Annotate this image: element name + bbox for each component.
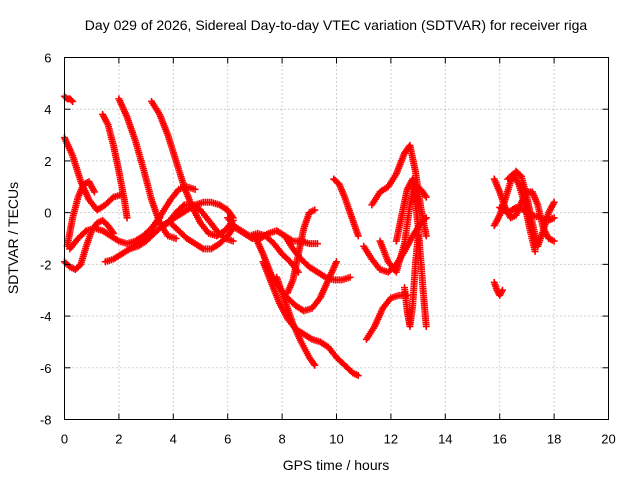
y-tick-label: -2 (40, 257, 52, 272)
data-point (531, 247, 539, 255)
data-point (550, 198, 558, 206)
data-point (498, 286, 506, 294)
y-tick-label: 0 (44, 206, 51, 221)
series-arc-03 (61, 216, 117, 274)
data-point (422, 232, 430, 240)
data-point (414, 232, 422, 240)
chart-title: Day 029 of 2026, Sidereal Day-to-day VTE… (85, 17, 588, 33)
y-tick-label: 2 (44, 154, 51, 169)
x-tick-label: 16 (492, 432, 506, 447)
data-point (422, 322, 430, 330)
series-arc-17 (273, 273, 319, 369)
x-tick-label: 4 (170, 432, 177, 447)
series-arc-23 (368, 141, 430, 240)
series-arc-27 (490, 278, 506, 299)
series-arc-08 (148, 97, 237, 240)
axes: 0 2 4 6 8 10 12 14 16 18 20 -8 -6 -4 -2 0 2 4 6 (40, 51, 616, 447)
data-point (346, 273, 354, 281)
data-point (179, 202, 187, 210)
data-point (90, 188, 98, 196)
y-tick-label: 6 (44, 51, 51, 66)
y-tick-label: -6 (40, 361, 52, 376)
data-point (422, 193, 430, 201)
data-point (172, 235, 180, 242)
series-arc-31 (504, 170, 539, 255)
data-point (354, 372, 362, 380)
data-marks (61, 92, 558, 380)
data-point (550, 237, 558, 245)
series-arc-26 (401, 232, 422, 330)
x-tick-label: 20 (601, 432, 615, 447)
data-point (313, 240, 321, 248)
series-arc-19 (284, 206, 319, 297)
x-tick-label: 8 (278, 432, 285, 447)
y-axis-label: SDTVAR / TECUs (5, 182, 21, 294)
x-tick-label: 18 (547, 432, 561, 447)
x-tick-label: 14 (438, 432, 452, 447)
data-point (333, 258, 340, 266)
data-point (229, 237, 237, 245)
data-point (311, 206, 319, 214)
series-arc-02 (61, 92, 77, 105)
x-tick-label: 0 (61, 432, 68, 447)
data-point (550, 214, 558, 222)
x-tick-label: 6 (224, 432, 231, 447)
series-arc-20 (330, 175, 362, 240)
data-point (191, 185, 199, 193)
x-axis-label: GPS time / hours (283, 457, 390, 473)
x-tick-label: 12 (384, 432, 398, 447)
y-tick-label: -4 (40, 309, 52, 324)
x-tick-label: 2 (115, 432, 122, 447)
data-point (123, 214, 131, 222)
data-point (69, 97, 77, 105)
data-point (354, 232, 362, 240)
series-arc-06 (99, 110, 131, 222)
data-point (311, 361, 319, 369)
data-point (67, 96, 75, 104)
series-arc-12 (167, 219, 237, 253)
y-tick-label: -8 (40, 413, 52, 428)
x-tick-label: 10 (329, 432, 343, 447)
series-arc-04 (63, 178, 98, 250)
y-tick-label: 4 (44, 102, 51, 117)
